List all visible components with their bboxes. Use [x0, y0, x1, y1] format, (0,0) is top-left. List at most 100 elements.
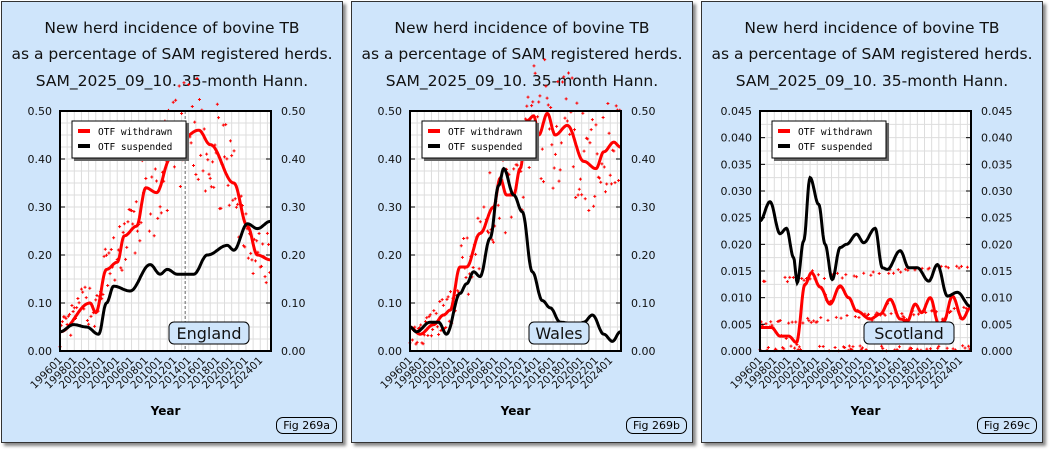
scatter-point: [482, 205, 486, 209]
scatter-point: [474, 252, 478, 256]
scatter-point: [150, 175, 154, 179]
scatter-point: [156, 216, 160, 220]
y-tick-label-right: 0.045: [981, 105, 1013, 118]
legend-box: [421, 120, 537, 159]
legend-box: [771, 120, 887, 159]
scatter-point: [613, 181, 617, 185]
scatter-point: [465, 236, 469, 240]
scatter-point: [267, 242, 271, 246]
scatter-point: [530, 104, 534, 108]
y-tick-label-right: 0.40: [631, 153, 656, 166]
scatter-point: [599, 180, 603, 184]
scatter-point: [573, 128, 577, 132]
scatter-point: [880, 344, 884, 348]
scatter-point: [577, 187, 581, 191]
scatter-point: [889, 312, 893, 316]
y-tick-label-left: 0.045: [721, 105, 753, 118]
scatter-point: [180, 111, 184, 115]
scatter-point: [69, 333, 73, 337]
y-tick-label-right: 0.025: [981, 212, 1013, 225]
scatter-point: [801, 321, 805, 325]
scatter-point: [83, 285, 87, 289]
scatter-point: [928, 347, 932, 351]
scatter-point: [617, 178, 621, 182]
legend-swatch: [778, 129, 790, 133]
scatter-point: [512, 167, 516, 171]
scatter-point: [232, 149, 236, 153]
scatter-point: [414, 342, 418, 346]
y-tick-label-right: 0.10: [631, 297, 656, 310]
scatter-point: [967, 344, 971, 348]
scatter-point: [609, 182, 613, 186]
y-tick-label-left: 0.30: [378, 201, 403, 214]
scatter-point: [491, 240, 495, 244]
scatter-point: [165, 208, 169, 212]
y-tick-label-left: 0.20: [28, 249, 53, 262]
scatter-point: [81, 290, 85, 294]
region-label-box: [168, 321, 250, 345]
figure-label: Fig 269c: [976, 417, 1037, 434]
chart-panel-wales: New herd incidence of bovine TB as a per…: [351, 1, 693, 443]
scatter-point: [538, 94, 542, 98]
scatter-point: [834, 315, 838, 319]
scatter-point: [840, 276, 844, 280]
scatter-point: [227, 203, 231, 207]
scatter-point: [477, 267, 481, 271]
scatter-point: [71, 309, 75, 313]
scatter-point: [546, 103, 550, 107]
scatter-point: [802, 278, 806, 282]
scatter-point: [543, 58, 547, 62]
y-tick-label-right: 0.015: [981, 265, 1013, 278]
scatter-point: [415, 340, 419, 344]
scatter-point: [853, 315, 857, 319]
scatter-point: [265, 231, 269, 235]
chart-title-line-2: as a percentage of SAM registered herds.: [711, 45, 1033, 63]
scatter-point: [196, 177, 200, 181]
scatter-point: [189, 141, 193, 145]
scatter-point: [869, 273, 873, 277]
scatter-point: [202, 127, 206, 131]
scatter-point: [249, 251, 253, 255]
legend-label: OTF withdrawn: [98, 127, 172, 138]
scatter-point: [542, 180, 546, 184]
legend-swatch: [428, 144, 440, 148]
scatter-point: [945, 346, 949, 350]
scatter-point: [153, 167, 157, 171]
scatter-point: [547, 127, 551, 131]
scatter-point: [580, 193, 584, 197]
scatter-point: [172, 165, 176, 169]
scatter-point: [612, 149, 616, 153]
scatter-point: [791, 275, 795, 279]
scatter-point: [68, 312, 72, 316]
plot-frame: [759, 110, 972, 352]
scatter-point: [138, 239, 142, 243]
scatter-point: [476, 216, 480, 220]
scatter-point: [558, 168, 562, 172]
scatter-point: [487, 231, 491, 235]
scatter-point: [553, 152, 557, 156]
scatter-point: [126, 220, 130, 224]
scatter-point: [568, 132, 572, 136]
scatter-point: [77, 301, 81, 305]
scatter-point: [425, 316, 429, 320]
scatter-point: [79, 287, 83, 291]
scatter-point: [410, 338, 414, 342]
scatter-point: [133, 251, 137, 255]
scatter-point: [65, 322, 69, 326]
scatter-point: [178, 185, 182, 189]
scatter-point: [205, 152, 209, 156]
scatter-point: [199, 153, 203, 157]
scatter-point: [527, 166, 531, 170]
scatter-point: [957, 266, 961, 270]
scatter-point: [106, 284, 110, 288]
scatter-point: [132, 209, 136, 213]
scatter-point: [437, 333, 441, 337]
scatter-point: [209, 185, 213, 189]
scatter-point: [533, 71, 537, 75]
scatter-point: [855, 275, 859, 279]
figure-label: Fig 269b: [625, 417, 687, 434]
x-axis-label: Year: [150, 404, 181, 418]
scatter-point: [871, 270, 875, 274]
scatter-point: [555, 124, 559, 128]
scatter-point: [787, 321, 791, 325]
